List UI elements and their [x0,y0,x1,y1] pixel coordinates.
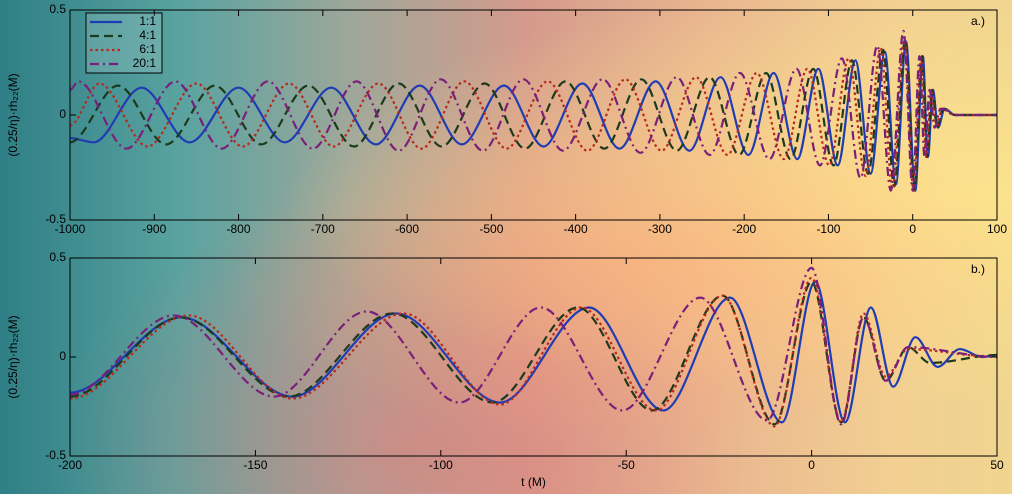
x-tick-label: -400 [564,222,588,236]
legend-label: 6:1 [139,42,156,56]
legend-label: 4:1 [139,28,156,42]
x-tick-label: -700 [311,222,335,236]
y-axis-label: (0.25/η)·rh₂₂(M) [6,315,20,398]
waveform [70,29,997,192]
plot-frame [69,257,998,457]
x-tick-label: -50 [618,458,636,472]
y-tick-label: 0 [59,107,66,121]
panel: -1000 -900 -800 -700 -600 -500 -400 -300 -200 -10… [6,2,1007,236]
x-tick-label: -200 [58,458,82,472]
x-tick-label: -600 [395,222,419,236]
y-axis-label: (0.25/η)·rh₂₂(M) [6,73,20,156]
x-tick-label: 0 [909,222,916,236]
x-tick-label: 100 [987,222,1007,236]
y-tick-label: -0.5 [45,212,66,226]
x-axis-label: t (M) [521,475,546,489]
x-tick-label: -100 [429,458,453,472]
x-tick-label: -500 [479,222,503,236]
waveform [70,276,997,428]
x-tick-label: -200 [732,222,756,236]
y-tick-label: -0.5 [45,448,66,462]
x-tick-label: -100 [816,222,840,236]
x-tick-label: -900 [142,222,166,236]
plot-frame [69,9,998,221]
x-tick-label: -300 [648,222,672,236]
waveform [70,266,997,426]
panel-label: b.) [971,262,985,276]
waveform [70,36,997,192]
legend-label: 20:1 [133,56,157,70]
x-tick-label: -150 [243,458,267,472]
x-tick-label: -800 [227,222,251,236]
x-tick-label: -1000 [55,222,86,236]
y-tick-label: 0.5 [49,2,66,16]
x-tick-label: 0 [808,458,815,472]
panel: -200 -150 -100 -50 0 50 -0.5 0 0.5 b.) (0.25/η)·rh… [6,250,1004,489]
waveform [70,280,997,426]
legend-label: 1:1 [139,14,156,28]
x-tick-label: 50 [990,458,1004,472]
waveform [70,280,997,424]
y-tick-label: 0.5 [49,250,66,264]
panel-label: a.) [971,14,985,28]
waveform [70,38,997,192]
y-tick-label: 0 [59,349,66,363]
